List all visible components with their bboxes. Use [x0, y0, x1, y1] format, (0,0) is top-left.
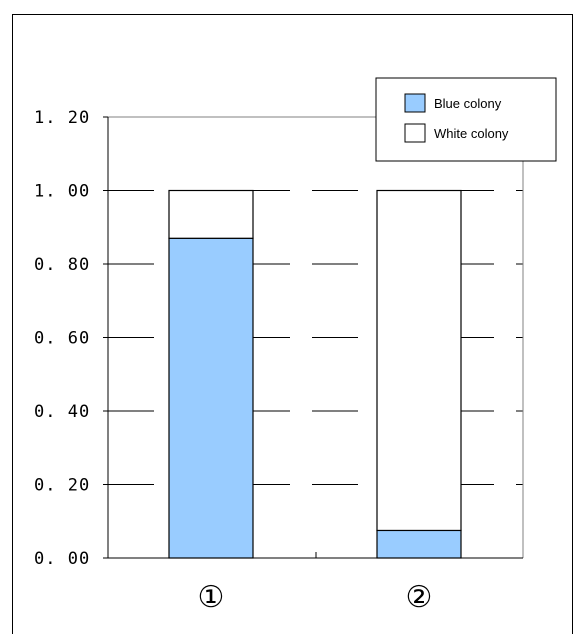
y-tick-label: 1. 20: [34, 108, 90, 128]
legend-label: White colony: [434, 126, 509, 141]
legend-swatch-blue: [404, 93, 426, 113]
bar-segment-white-2: [376, 189, 462, 532]
legend-box: [375, 77, 557, 162]
y-tick-label: 0. 20: [34, 476, 90, 496]
x-category-label: ②: [406, 580, 433, 615]
y-tick-label: 1. 00: [34, 182, 90, 202]
legend: Blue colony White colony: [375, 77, 557, 162]
legend-swatch-white: [404, 123, 426, 143]
y-tick-labels: 0. 00 0. 20 0. 40 0. 60 0. 80 1. 00 1. 20: [34, 108, 90, 569]
y-tick-label: 0. 80: [34, 255, 90, 275]
y-tick-label: 0. 40: [34, 402, 90, 422]
bar-segment-blue-2: [376, 529, 462, 559]
y-tick-label: 0. 60: [34, 329, 90, 349]
legend-label: Blue colony: [434, 96, 502, 111]
bar-segment-blue-1: [168, 237, 254, 559]
bars: [168, 189, 462, 559]
bar-segment-white-1: [168, 189, 254, 239]
y-tick-label: 0. 00: [34, 549, 90, 569]
x-category-label: ①: [198, 580, 225, 615]
chart-frame: [12, 14, 573, 634]
